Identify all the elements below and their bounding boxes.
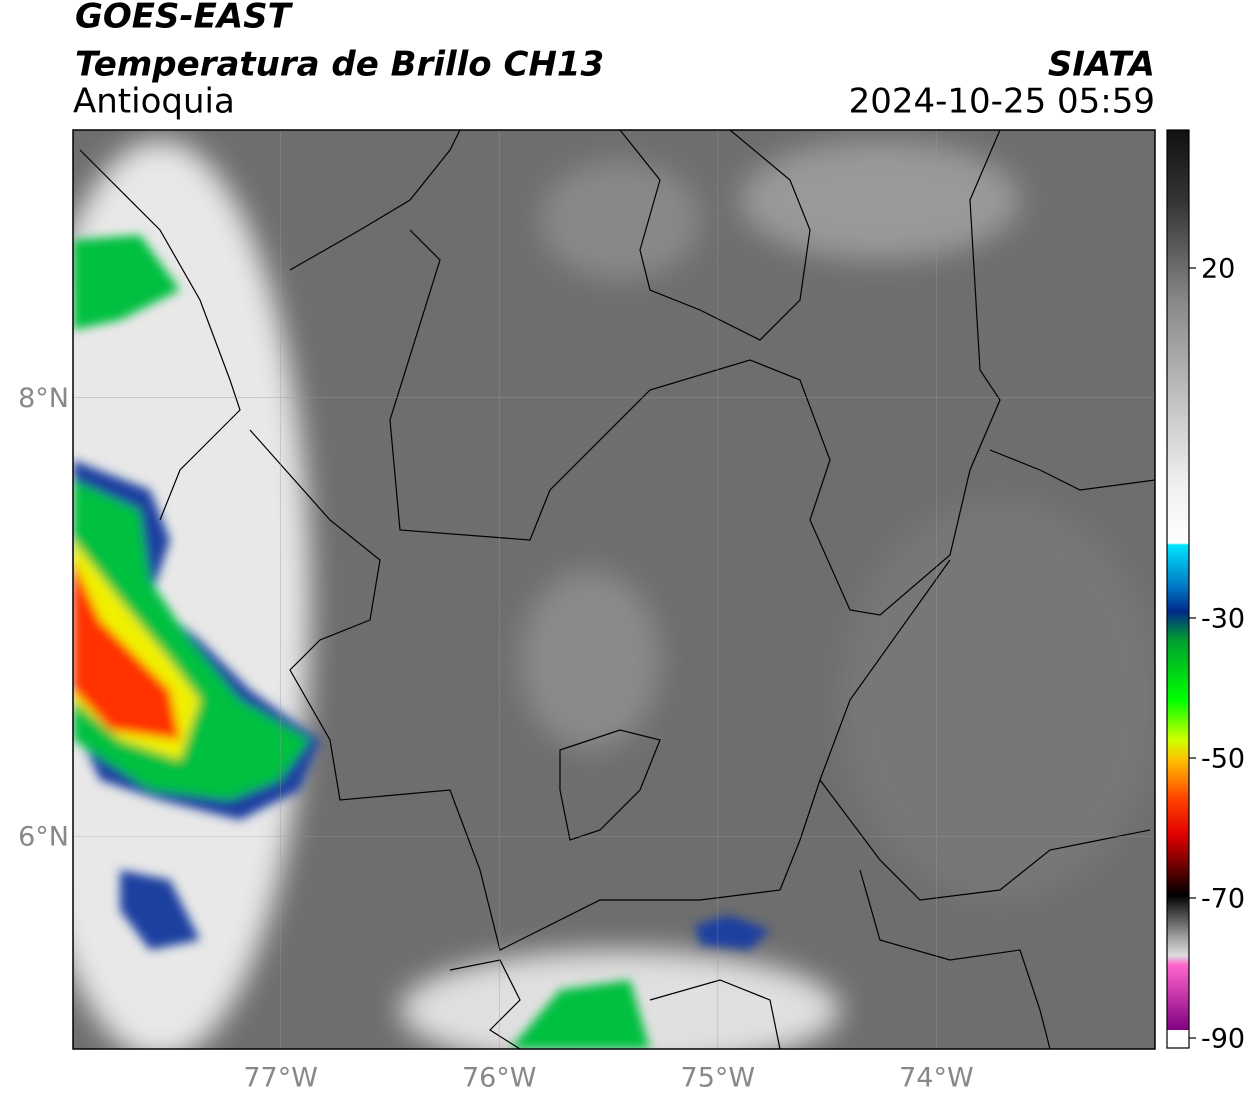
subtitle: Temperatura de Brillo CH13	[75, 45, 604, 85]
graticule: 77°W 76°W 75°W 74°W 6°N 8°N	[18, 130, 1155, 1094]
y-tick-label: 6°N	[18, 822, 69, 853]
x-tick-label: 74°W	[899, 1063, 974, 1094]
colorbar-tick-label: 20	[1201, 254, 1235, 285]
colorbar-under	[1167, 1030, 1189, 1048]
map-frame	[72, 129, 1156, 1050]
x-tick-label: 76°W	[462, 1063, 537, 1094]
satellite-image	[73, 130, 1155, 1049]
colorbar-frame	[1166, 129, 1190, 1049]
region: Antioquia	[73, 82, 235, 122]
timestamp: 2024-10-25 05:59	[849, 82, 1155, 122]
title: GOES-EAST	[75, 0, 294, 37]
agency: SIATA	[1048, 45, 1155, 85]
colorbar-tick-label: -50	[1201, 744, 1245, 775]
boundaries	[79, 130, 1155, 1049]
colorbar-tick-label: -30	[1201, 604, 1245, 635]
x-tick-label: 75°W	[681, 1063, 756, 1094]
colorbar-ticks: 20 -30 -50 -70 -90	[1189, 254, 1245, 1055]
colorbar-tick-label: -70	[1201, 884, 1245, 915]
x-tick-label: 77°W	[243, 1063, 318, 1094]
y-tick-label: 8°N	[18, 383, 69, 414]
colorbar-tick-label: -90	[1201, 1024, 1245, 1055]
colorbar	[1167, 130, 1189, 1030]
